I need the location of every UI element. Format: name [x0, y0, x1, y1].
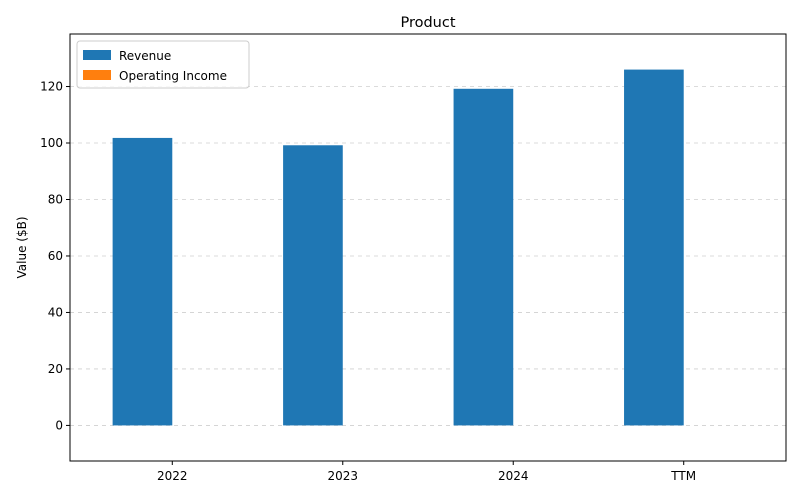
- legend-swatch-operating-income: [83, 70, 111, 80]
- bar-revenue-2022: [112, 137, 173, 426]
- x-tick-label: 2022: [157, 469, 188, 483]
- y-tick-label: 80: [48, 192, 63, 206]
- y-tick-label: 40: [48, 305, 63, 319]
- plot-area-frame: [69, 33, 787, 462]
- legend-swatch-revenue: [83, 50, 111, 60]
- y-tick-label: 100: [40, 136, 63, 150]
- bar-revenue-2023: [283, 145, 343, 426]
- bar-revenue-ttm: [624, 69, 684, 426]
- y-tick-label: 0: [55, 418, 63, 432]
- chart-title: Product: [400, 15, 455, 31]
- x-tick-label: 2024: [498, 469, 529, 483]
- x-tick-label: TTM: [670, 469, 696, 483]
- x-axis-ticks: 2022 2023 2024 TTM: [157, 461, 696, 483]
- y-tick-label: 20: [48, 362, 63, 376]
- bars: [112, 69, 684, 426]
- y-axis-label: Value ($B): [15, 217, 29, 279]
- bar-revenue-2024: [453, 88, 514, 426]
- legend: Revenue Operating Income: [76, 40, 250, 89]
- legend-box: [76, 40, 250, 89]
- legend-label-operating-income: Operating Income: [119, 69, 227, 83]
- y-axis-ticks: 0 20 40 60 80 100 120: [40, 80, 70, 432]
- y-tick-label: 60: [48, 249, 63, 263]
- y-tick-label: 120: [40, 80, 63, 94]
- legend-label-revenue: Revenue: [119, 49, 171, 63]
- x-tick-label: 2023: [327, 469, 358, 483]
